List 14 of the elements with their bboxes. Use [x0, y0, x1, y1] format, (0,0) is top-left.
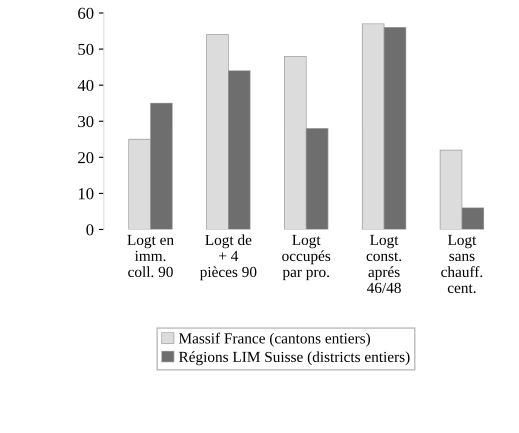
y-tick-label: 10 — [78, 188, 94, 200]
x-tick-label: Logt en imm. coll. 90 — [127, 234, 174, 278]
y-tick-label: 60 — [78, 8, 94, 19]
legend-label: Régions LIM Suisse (districts entiers) — [178, 351, 410, 366]
y-tick-label: 20 — [78, 152, 94, 164]
x-tick-label: Logt const. aprés 46/48 — [366, 234, 402, 294]
y-tick-label: 50 — [78, 44, 94, 56]
y-tick-label: 30 — [78, 116, 94, 128]
x-tick-label: Logt sans chauff. cent. — [441, 234, 482, 294]
y-tick-label: 40 — [78, 80, 94, 92]
x-tick-label: Logt de + 4 pièces 90 — [200, 234, 256, 280]
legend-label: Massif France (cantons entiers) — [178, 332, 370, 347]
y-tick-label: 0 — [86, 224, 94, 236]
x-tick-label: Logt occupés par pro. — [282, 234, 330, 280]
